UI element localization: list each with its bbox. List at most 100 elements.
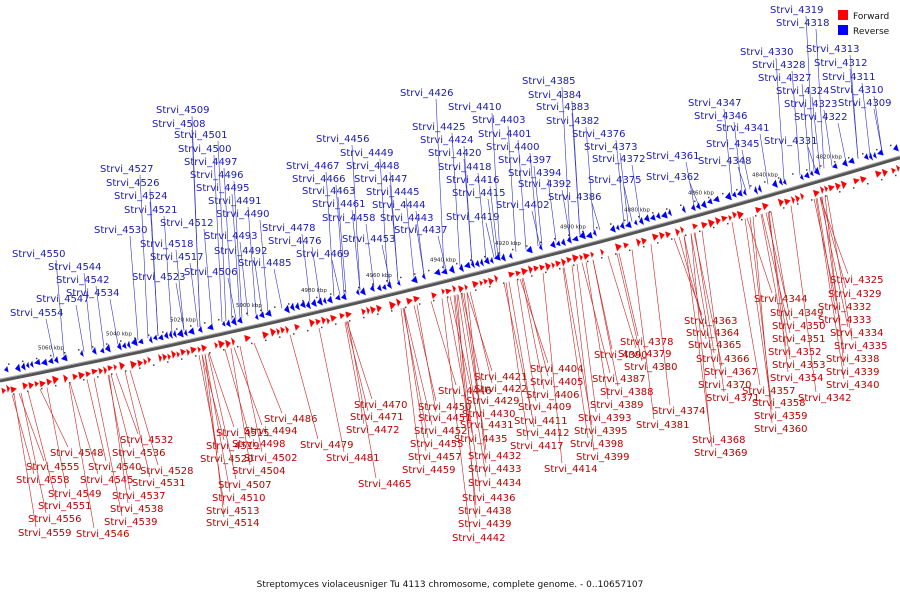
scale-dot: [876, 148, 878, 151]
forward-gene-arrow: [107, 365, 113, 372]
forward-gene-label: Strvi_4325: [830, 275, 884, 286]
scale-dot: [559, 268, 561, 270]
reverse-gene-arrow: [254, 313, 259, 321]
reverse-gene-label: Strvi_4476: [268, 236, 322, 247]
reverse-gene-label: Strvi_4373: [584, 142, 638, 153]
forward-gene-label: Strvi_4349: [770, 308, 824, 319]
forward-gene-label: Strvi_4333: [818, 315, 872, 326]
reverse-gene-arrow: [832, 163, 838, 169]
forward-leader-line: [816, 197, 837, 315]
forward-leader-line: [457, 294, 487, 478]
forward-gene-label: Strvi_4504: [232, 466, 286, 477]
reverse-leader-line: [485, 222, 495, 258]
scale-dot: [414, 273, 416, 275]
forward-gene-label: Strvi_4472: [346, 425, 400, 436]
forward-gene-label: Strvi_4404: [530, 364, 584, 375]
forward-leader-line: [562, 267, 589, 439]
reverse-gene-arrow: [197, 326, 203, 333]
reverse-leader-line: [83, 272, 93, 350]
forward-gene-label: Strvi_4367: [704, 367, 758, 378]
reverse-gene-arrow: [258, 311, 265, 319]
forward-gene-label: Strvi_4370: [698, 380, 752, 391]
reverse-gene-label: Strvi_4347: [688, 98, 742, 109]
scale-dot: [405, 306, 407, 309]
forward-leader-line: [701, 230, 725, 393]
reverse-gene-arrow: [757, 184, 763, 193]
forward-leader-line: [618, 252, 639, 337]
forward-gene-label: Strvi_4387: [592, 374, 646, 385]
forward-leader-line: [508, 281, 535, 428]
forward-leader-line: [27, 391, 57, 501]
forward-gene-label: Strvi_4559: [18, 528, 72, 539]
reverse-leader-line: [801, 83, 811, 173]
reverse-gene-arrow: [188, 327, 195, 335]
forward-gene-arrow: [98, 367, 103, 375]
reverse-leader-line: [591, 202, 601, 231]
scale-dot: [372, 283, 374, 285]
scale-dot: [125, 370, 127, 372]
reverse-leader-line: [415, 210, 425, 275]
reverse-gene-arrow: [25, 361, 30, 369]
reverse-leader-line: [615, 139, 625, 224]
forward-gene-arrow: [834, 182, 841, 191]
reverse-gene-arrow: [434, 268, 441, 276]
scale-dot: [148, 334, 150, 336]
forward-gene-label: Strvi_4545: [80, 475, 134, 486]
forward-leader-line: [469, 291, 493, 384]
forward-gene-label: Strvi_4369: [694, 448, 748, 459]
reverse-gene-arrow: [137, 338, 144, 345]
kbp-label: 4940 kbp: [430, 257, 456, 263]
reverse-gene-label: Strvi_4384: [528, 90, 582, 101]
reverse-leader-line: [491, 112, 501, 256]
reverse-gene-arrow: [782, 178, 787, 186]
reverse-gene-label: Strvi_4523: [132, 272, 186, 283]
forward-leader-line: [344, 321, 365, 425]
reverse-gene-arrow: [560, 238, 566, 246]
scale-dot: [162, 331, 164, 333]
forward-leader-line: [770, 211, 791, 321]
forward-gene-arrow: [539, 264, 545, 271]
reverse-gene-label: Strvi_4466: [292, 174, 346, 185]
reverse-leader-line: [175, 282, 185, 331]
reverse-gene-label: Strvi_4445: [366, 187, 420, 198]
scale-dot: [321, 326, 323, 329]
reverse-gene-label: Strvi_4345: [706, 139, 760, 150]
forward-gene-arrow: [270, 328, 276, 337]
scale-dot: [825, 195, 827, 197]
reverse-gene-label: Strvi_4550: [12, 249, 66, 260]
forward-gene-label: Strvi_4551: [38, 501, 92, 512]
scale-dot: [83, 379, 85, 381]
forward-leader-line: [826, 195, 853, 341]
reverse-gene-arrow: [464, 261, 471, 269]
reverse-gene-arrow: [877, 149, 884, 156]
reverse-leader-line: [217, 140, 227, 322]
forward-gene-label: Strvi_4451: [418, 413, 472, 424]
forward-gene-arrow: [214, 341, 218, 350]
reverse-gene-label: Strvi_4448: [346, 161, 400, 172]
reverse-gene-label: Strvi_4311: [822, 72, 876, 83]
scale-dot: [456, 262, 458, 265]
scale-dot: [181, 358, 183, 360]
reverse-gene-arrow: [264, 309, 272, 317]
forward-leader-line: [93, 377, 123, 517]
forward-gene-arrow: [85, 371, 91, 378]
reverse-gene-arrow: [130, 337, 138, 347]
reverse-gene-arrow: [707, 198, 713, 205]
reverse-gene-arrow: [29, 360, 34, 368]
reverse-gene-label: Strvi_4443: [380, 213, 434, 224]
forward-gene-arrow: [119, 361, 125, 371]
reverse-gene-label: Strvi_4346: [694, 111, 748, 122]
reverse-gene-label: Strvi_4463: [302, 186, 356, 197]
forward-leader-line: [449, 296, 479, 420]
reverse-gene-arrow: [869, 152, 874, 161]
forward-gene-label: Strvi_4371: [706, 393, 760, 404]
reverse-leader-line: [623, 185, 633, 222]
forward-gene-arrow: [560, 258, 566, 267]
forward-gene-arrow: [679, 226, 684, 234]
reverse-gene-arrow: [104, 343, 111, 353]
scale-dot: [335, 323, 337, 325]
forward-gene-arrow: [78, 371, 85, 380]
reverse-leader-line: [223, 167, 233, 320]
reverse-gene-arrow: [48, 357, 54, 364]
forward-gene-arrow: [579, 254, 583, 261]
